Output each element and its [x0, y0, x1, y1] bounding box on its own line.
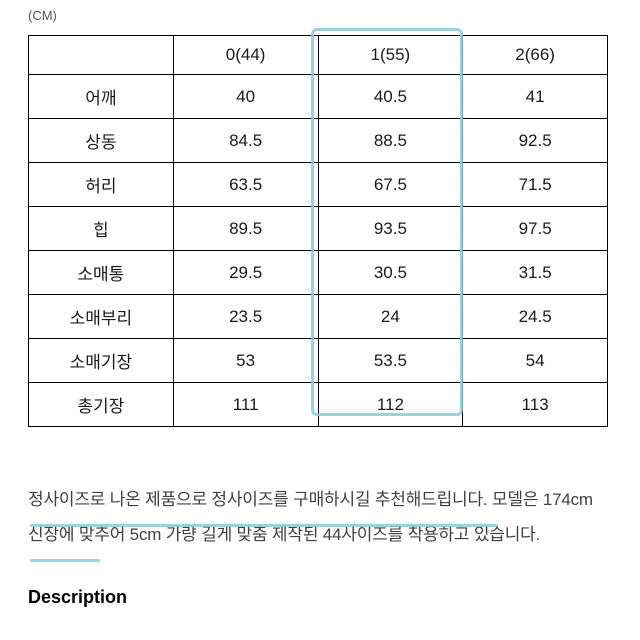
table-cell: 92.5 — [463, 119, 608, 163]
table-cell: 31.5 — [463, 251, 608, 295]
table-cell: 상동 — [29, 119, 174, 163]
col-header: 1(55) — [318, 36, 463, 75]
table-cell: 111 — [173, 383, 318, 427]
table-cell: 24 — [318, 295, 463, 339]
size-table: 0(44) 1(55) 2(66) 어깨4040.541상동84.588.592… — [28, 35, 608, 427]
table-cell: 어깨 — [29, 75, 174, 119]
table-cell: 53.5 — [318, 339, 463, 383]
table-cell: 29.5 — [173, 251, 318, 295]
table-cell: 89.5 — [173, 207, 318, 251]
table-row: 힙89.593.597.5 — [29, 207, 608, 251]
description-heading: Description — [28, 587, 608, 608]
table-row: 소매통29.530.531.5 — [29, 251, 608, 295]
table-cell: 67.5 — [318, 163, 463, 207]
table-cell: 23.5 — [173, 295, 318, 339]
table-cell: 힙 — [29, 207, 174, 251]
table-cell: 소매부리 — [29, 295, 174, 339]
sizing-note: 정사이즈로 나온 제품으로 정사이즈를 구매하시길 추천해드립니다. 모델은 1… — [28, 483, 608, 553]
table-row: 소매기장5353.554 — [29, 339, 608, 383]
table-cell: 93.5 — [318, 207, 463, 251]
hand-underline — [30, 524, 498, 527]
table-cell: 24.5 — [463, 295, 608, 339]
table-cell: 40.5 — [318, 75, 463, 119]
table-cell: 허리 — [29, 163, 174, 207]
hand-underline — [30, 559, 100, 562]
table-cell: 88.5 — [318, 119, 463, 163]
table-row: 어깨4040.541 — [29, 75, 608, 119]
table-row: 소매부리23.52424.5 — [29, 295, 608, 339]
table-cell: 71.5 — [463, 163, 608, 207]
table-cell: 97.5 — [463, 207, 608, 251]
table-cell: 53 — [173, 339, 318, 383]
table-cell: 84.5 — [173, 119, 318, 163]
table-cell: 54 — [463, 339, 608, 383]
table-cell: 총기장 — [29, 383, 174, 427]
unit-label: (CM) — [28, 8, 608, 23]
table-cell: 41 — [463, 75, 608, 119]
table-row: 총기장111112113 — [29, 383, 608, 427]
table-row: 허리63.567.571.5 — [29, 163, 608, 207]
col-header: 2(66) — [463, 36, 608, 75]
table-cell: 113 — [463, 383, 608, 427]
table-cell: 30.5 — [318, 251, 463, 295]
table-header-row: 0(44) 1(55) 2(66) — [29, 36, 608, 75]
col-header: 0(44) — [173, 36, 318, 75]
table-cell: 40 — [173, 75, 318, 119]
table-cell: 소매통 — [29, 251, 174, 295]
table-row: 상동84.588.592.5 — [29, 119, 608, 163]
table-cell: 112 — [318, 383, 463, 427]
table-cell: 소매기장 — [29, 339, 174, 383]
col-header — [29, 36, 174, 75]
table-cell: 63.5 — [173, 163, 318, 207]
